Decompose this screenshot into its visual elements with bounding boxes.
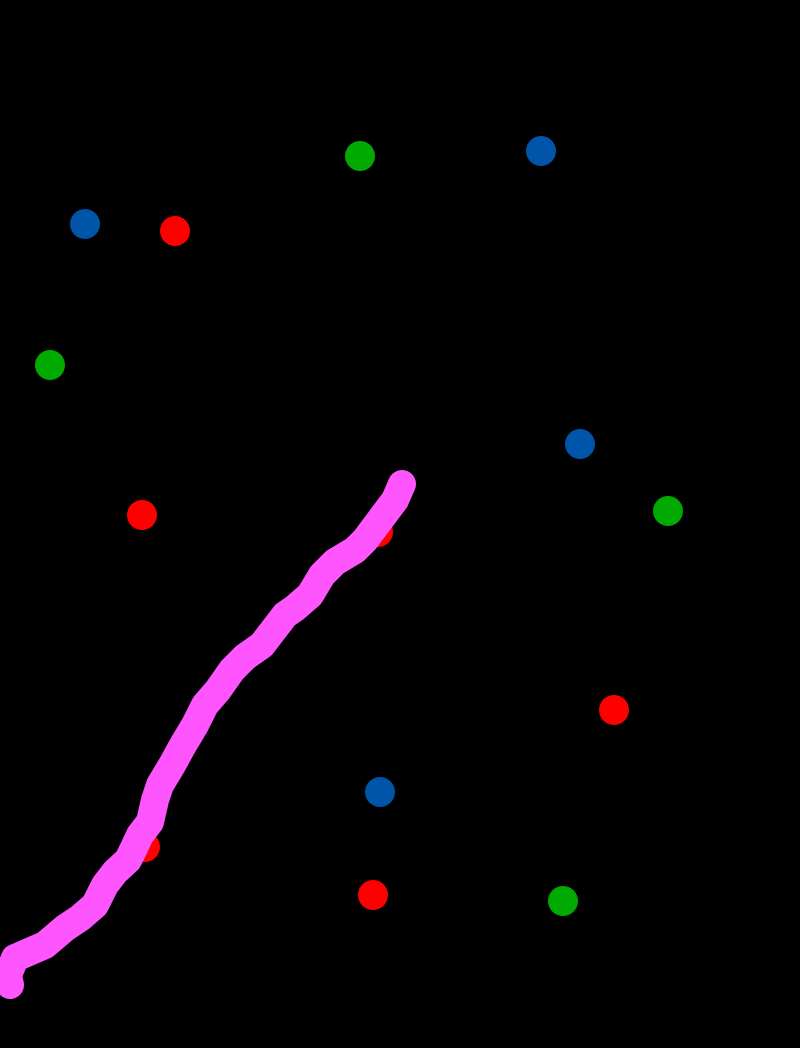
red-dot[interactable] [160, 216, 190, 246]
red-dot[interactable] [358, 880, 388, 910]
blue-dot[interactable] [70, 209, 100, 239]
red-dot[interactable] [127, 500, 157, 530]
green-dot[interactable] [35, 350, 65, 380]
green-dot[interactable] [653, 496, 683, 526]
red-dot[interactable] [599, 695, 629, 725]
blue-dot[interactable] [365, 777, 395, 807]
blue-dot[interactable] [565, 429, 595, 459]
drawn-stroke [0, 470, 416, 999]
green-dot[interactable] [548, 886, 578, 916]
blue-dot[interactable] [526, 136, 556, 166]
green-dot[interactable] [345, 141, 375, 171]
